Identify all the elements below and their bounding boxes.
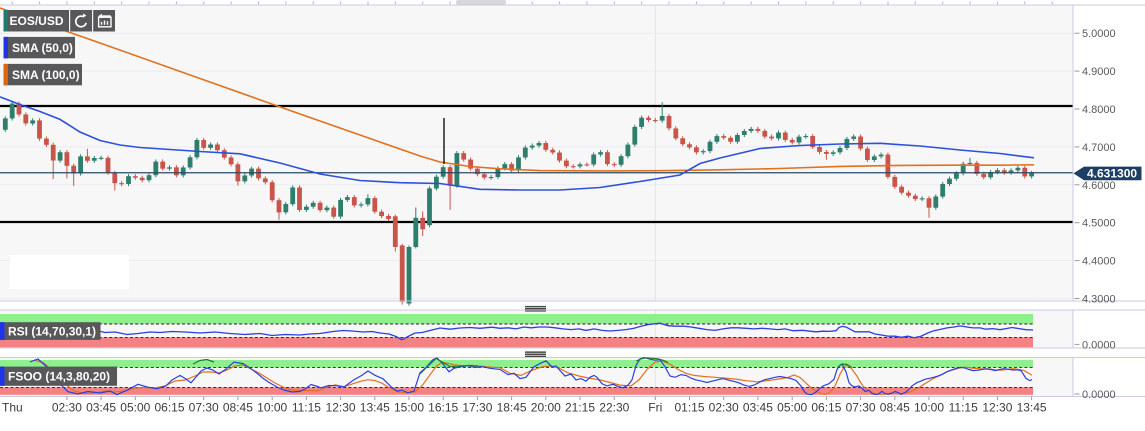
svg-text:4.8000: 4.8000 [1082, 104, 1116, 116]
svg-text:RSI (14,70,30,1): RSI (14,70,30,1) [8, 324, 96, 338]
svg-text:4.7000: 4.7000 [1082, 142, 1116, 154]
svg-text:10:00: 10:00 [257, 401, 287, 415]
svg-text:18:45: 18:45 [497, 401, 527, 415]
svg-text:17:30: 17:30 [462, 401, 492, 415]
svg-text:08:45: 08:45 [880, 401, 910, 415]
svg-text:07:30: 07:30 [846, 401, 876, 415]
svg-text:4.9000: 4.9000 [1082, 66, 1116, 78]
svg-text:EOS/USD: EOS/USD [10, 14, 64, 28]
svg-text:05:00: 05:00 [120, 401, 150, 415]
svg-text:03:45: 03:45 [743, 401, 773, 415]
svg-text:20:00: 20:00 [531, 401, 561, 415]
svg-text:03:45: 03:45 [86, 401, 116, 415]
svg-text:SMA (100,0): SMA (100,0) [12, 68, 80, 82]
svg-text:13:45: 13:45 [360, 401, 390, 415]
svg-text:SMA (50,0): SMA (50,0) [12, 41, 73, 55]
svg-text:12:30: 12:30 [982, 401, 1012, 415]
svg-text:02:30: 02:30 [709, 401, 739, 415]
svg-text:21:15: 21:15 [565, 401, 595, 415]
svg-text:07:30: 07:30 [189, 401, 219, 415]
svg-text:05:00: 05:00 [777, 401, 807, 415]
svg-text:Thu: Thu [2, 401, 23, 415]
svg-text:11:15: 11:15 [292, 401, 321, 415]
svg-text:06:15: 06:15 [811, 401, 841, 415]
svg-text:FSOO (14,3,80,20): FSOO (14,3,80,20) [8, 370, 110, 384]
svg-text:13:45: 13:45 [1017, 401, 1047, 415]
svg-text:12:30: 12:30 [326, 401, 356, 415]
svg-text:11:15: 11:15 [949, 401, 978, 415]
svg-text:22:30: 22:30 [599, 401, 629, 415]
svg-text:Fri: Fri [648, 401, 662, 415]
svg-text:15:00: 15:00 [394, 401, 424, 415]
svg-text:4.631300: 4.631300 [1087, 167, 1137, 181]
svg-text:4.4000: 4.4000 [1082, 256, 1116, 268]
svg-text:4.3000: 4.3000 [1082, 294, 1116, 306]
svg-text:0.0000: 0.0000 [1082, 389, 1116, 401]
svg-text:01:15: 01:15 [674, 401, 704, 415]
svg-text:10:00: 10:00 [914, 401, 944, 415]
svg-text:0.0000: 0.0000 [1082, 339, 1116, 351]
svg-text:08:45: 08:45 [223, 401, 253, 415]
svg-text:4.5000: 4.5000 [1082, 218, 1116, 230]
svg-text:16:15: 16:15 [428, 401, 458, 415]
svg-text:06:15: 06:15 [154, 401, 184, 415]
svg-text:02:30: 02:30 [52, 401, 82, 415]
svg-text:5.0000: 5.0000 [1082, 28, 1116, 40]
svg-text:4.6000: 4.6000 [1082, 180, 1116, 192]
